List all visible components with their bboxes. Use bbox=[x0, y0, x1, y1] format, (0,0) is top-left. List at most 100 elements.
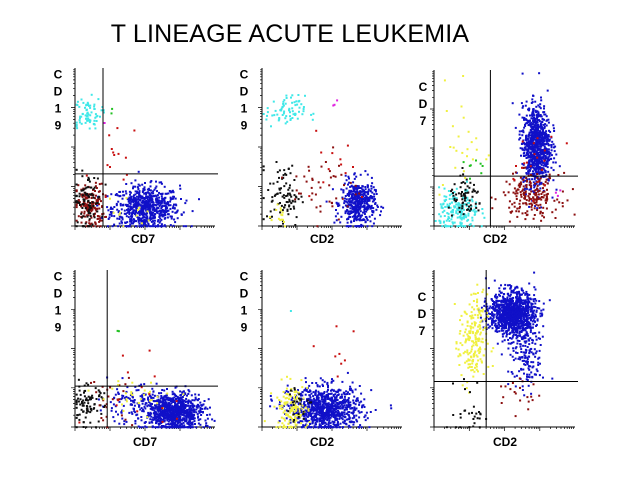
event-dot bbox=[474, 202, 477, 205]
event-dot bbox=[282, 194, 285, 197]
event-dot bbox=[443, 79, 446, 82]
event-dot bbox=[538, 189, 540, 192]
event-dot bbox=[525, 136, 528, 139]
event-dot bbox=[445, 195, 448, 198]
event-dot bbox=[363, 213, 366, 215]
event-dot bbox=[520, 130, 523, 133]
event-dot bbox=[539, 125, 542, 128]
event-dot bbox=[80, 122, 83, 125]
event-dot bbox=[151, 211, 154, 214]
event-dot bbox=[86, 192, 88, 195]
event-dot bbox=[274, 193, 277, 196]
event-dot bbox=[281, 406, 284, 409]
event-dot bbox=[286, 201, 289, 204]
event-dot bbox=[153, 188, 156, 191]
event-dot bbox=[86, 399, 89, 402]
event-dot bbox=[456, 225, 459, 228]
event-dot bbox=[121, 354, 124, 357]
event-dot bbox=[533, 207, 536, 210]
event-dot bbox=[185, 397, 188, 400]
event-dot bbox=[289, 172, 292, 175]
event-dot bbox=[535, 193, 538, 196]
event-dot bbox=[345, 399, 348, 402]
event-dot bbox=[527, 134, 530, 137]
event-dot bbox=[184, 426, 187, 429]
event-dot bbox=[314, 422, 317, 424]
event-dot bbox=[473, 213, 476, 216]
event-dot bbox=[159, 420, 162, 423]
event-dot bbox=[531, 147, 534, 150]
event-dot bbox=[81, 207, 84, 209]
event-dot bbox=[543, 113, 546, 116]
event-dot bbox=[349, 181, 352, 184]
event-dot bbox=[152, 204, 155, 207]
event-dot bbox=[328, 419, 331, 422]
event-dot bbox=[115, 404, 118, 407]
event-dot bbox=[162, 400, 164, 403]
event-dot bbox=[189, 410, 192, 413]
event-dot bbox=[517, 210, 520, 213]
event-dot bbox=[75, 168, 78, 171]
event-dot bbox=[363, 204, 366, 207]
event-dot bbox=[336, 203, 339, 206]
event-dot bbox=[529, 163, 532, 166]
event-dot bbox=[529, 139, 532, 142]
event-dot bbox=[110, 214, 113, 217]
event-dot bbox=[535, 120, 538, 123]
event-dot bbox=[530, 143, 533, 146]
event-dot bbox=[155, 417, 158, 420]
event-dot bbox=[438, 193, 441, 196]
event-dot bbox=[547, 121, 550, 124]
event-dot bbox=[112, 151, 115, 154]
event-dot bbox=[347, 391, 349, 394]
event-dot bbox=[470, 208, 472, 211]
event-dot bbox=[78, 195, 81, 198]
event-dot bbox=[103, 406, 106, 408]
event-dot bbox=[82, 188, 85, 191]
event-dot bbox=[550, 154, 553, 157]
event-dot bbox=[135, 201, 137, 204]
event-dot bbox=[149, 210, 152, 213]
event-dot bbox=[521, 189, 524, 192]
event-dot bbox=[363, 200, 366, 203]
event-dot bbox=[164, 208, 167, 211]
event-dot bbox=[89, 223, 92, 226]
cluster-magenta bbox=[332, 99, 339, 107]
event-dot bbox=[335, 396, 338, 399]
event-dot bbox=[276, 171, 279, 174]
cluster-darkred bbox=[490, 166, 576, 223]
event-dot bbox=[139, 211, 142, 214]
event-dot bbox=[291, 189, 294, 192]
event-dot bbox=[539, 151, 542, 154]
event-dot bbox=[352, 166, 354, 168]
event-dot bbox=[542, 156, 545, 159]
event-dot bbox=[467, 212, 470, 215]
event-dot bbox=[529, 124, 532, 127]
event-dot bbox=[179, 390, 182, 393]
event-dot bbox=[535, 128, 538, 131]
event-dot bbox=[153, 225, 156, 228]
event-dot bbox=[121, 397, 124, 399]
event-dot bbox=[332, 423, 335, 426]
event-dot bbox=[375, 208, 378, 211]
event-dot bbox=[508, 206, 511, 209]
event-dot bbox=[281, 176, 284, 179]
event-dot bbox=[269, 182, 272, 185]
event-dot bbox=[330, 410, 333, 413]
event-dot bbox=[91, 201, 94, 204]
event-dot bbox=[94, 127, 97, 130]
event-dot bbox=[276, 203, 279, 206]
event-dot bbox=[360, 411, 363, 414]
event-dot bbox=[88, 219, 91, 222]
event-dot bbox=[368, 196, 371, 199]
event-dot bbox=[102, 111, 105, 114]
event-dot bbox=[338, 406, 341, 409]
event-dot bbox=[543, 190, 546, 193]
event-dot bbox=[374, 189, 377, 192]
event-dot bbox=[359, 217, 362, 220]
event-dot bbox=[138, 193, 141, 196]
event-dot bbox=[351, 208, 354, 211]
event-dot bbox=[347, 200, 350, 203]
event-dot bbox=[98, 203, 100, 206]
event-dot bbox=[475, 191, 478, 194]
